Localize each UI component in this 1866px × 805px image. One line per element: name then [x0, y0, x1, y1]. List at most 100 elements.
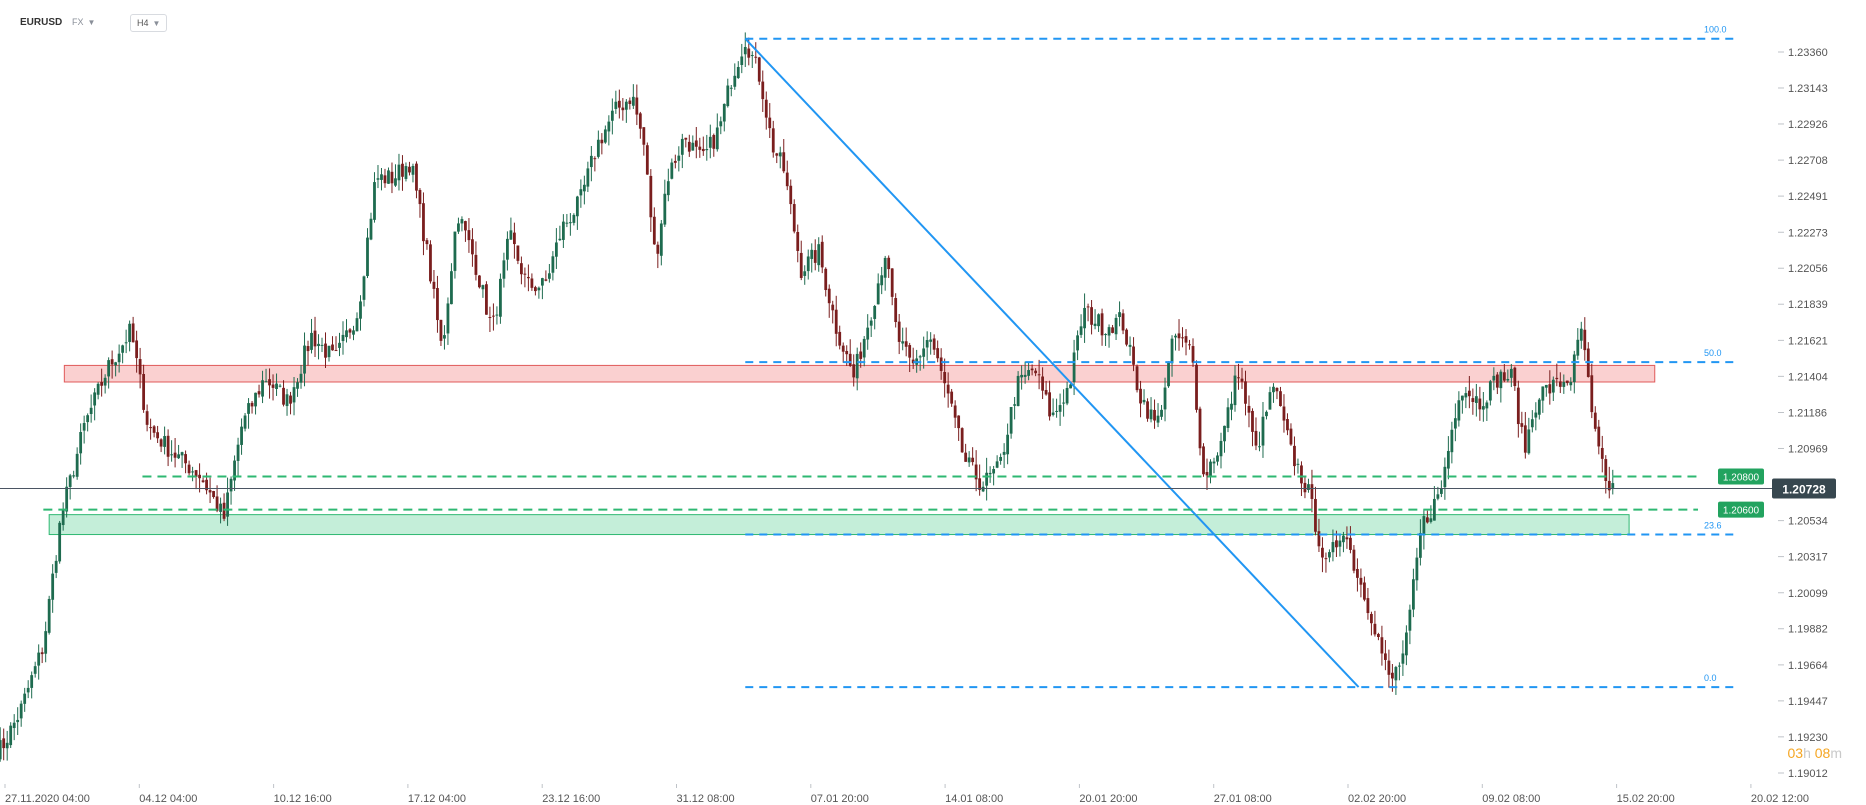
- candle-down: [1604, 459, 1608, 481]
- candle-up: [1062, 402, 1065, 404]
- candle-up: [918, 356, 922, 358]
- candle-down: [1037, 374, 1041, 376]
- candle-down: [1391, 672, 1394, 679]
- candle-down: [1520, 423, 1524, 427]
- candle-up: [855, 353, 859, 379]
- candle-down: [964, 452, 968, 462]
- candle-up: [12, 722, 16, 729]
- candle-down: [820, 241, 824, 268]
- fib-level-label: 23.6: [1704, 521, 1722, 531]
- candle-down: [932, 338, 936, 350]
- candle-up: [1016, 375, 1020, 407]
- candle-down: [544, 279, 548, 281]
- candle-down: [429, 244, 432, 282]
- candle-down: [1495, 374, 1499, 388]
- candle-up: [124, 342, 128, 344]
- candle-up: [1076, 335, 1079, 351]
- candle-down: [313, 330, 317, 347]
- candle-down: [712, 135, 716, 149]
- candle-down: [289, 395, 292, 404]
- timeframe-selector[interactable]: H4 ▼: [130, 14, 168, 32]
- candle-up: [719, 121, 723, 127]
- candle-up: [750, 55, 754, 57]
- candle-down: [152, 426, 156, 433]
- candle-down: [1478, 398, 1482, 410]
- candle-up: [985, 472, 989, 486]
- candle-down: [1349, 537, 1352, 550]
- candle-down: [439, 319, 443, 341]
- candle-down: [1345, 537, 1349, 540]
- candle-up: [1114, 317, 1118, 335]
- candle-down: [838, 331, 842, 346]
- candle-down: [268, 379, 271, 386]
- levels-layer: [0, 37, 1780, 689]
- level-tag-label: 1.20800: [1723, 473, 1760, 484]
- candle-down: [1523, 425, 1527, 453]
- zones-layer: [48, 364, 1656, 536]
- symbol-name[interactable]: EURUSD: [20, 16, 63, 28]
- fib-level-label: 0.0: [1704, 673, 1717, 683]
- candle-down: [1324, 558, 1328, 560]
- candle-up: [1226, 407, 1230, 428]
- candle-up: [876, 283, 880, 305]
- candle-up: [726, 85, 730, 107]
- y-tick-label: 1.20099: [1788, 588, 1828, 600]
- candle-down: [523, 273, 527, 275]
- candle-down: [775, 153, 779, 156]
- candle-down: [911, 359, 915, 364]
- candle-up: [1450, 429, 1454, 453]
- candle-down: [1135, 366, 1139, 391]
- candle-down: [1044, 390, 1048, 395]
- candle-up: [1265, 411, 1268, 417]
- candle-down: [673, 160, 677, 163]
- candle-down: [1041, 376, 1045, 391]
- candle-down: [324, 343, 327, 358]
- market-type[interactable]: FX ▼: [72, 14, 95, 30]
- candle-down: [474, 254, 478, 275]
- candle-up: [261, 380, 264, 397]
- candle-up: [369, 218, 373, 240]
- candle-down: [485, 284, 488, 315]
- x-tick-label: 09.02 08:00: [1482, 793, 1540, 805]
- candle-up: [58, 522, 62, 562]
- candle-up: [561, 221, 565, 240]
- candle-up: [729, 87, 733, 89]
- candle-down: [1467, 390, 1471, 397]
- candle-up: [677, 155, 681, 161]
- candle-up: [170, 454, 173, 456]
- candle-up: [278, 385, 282, 387]
- candle-up: [1453, 418, 1457, 429]
- candle-down: [1132, 346, 1135, 365]
- candle-up: [575, 196, 579, 217]
- candle-up: [345, 330, 348, 338]
- candle-down: [40, 652, 44, 655]
- candle-down: [904, 341, 908, 347]
- y-tick-label: 1.19230: [1788, 732, 1828, 744]
- candle-down: [834, 309, 838, 334]
- candle-up: [1474, 396, 1478, 403]
- candle-down: [831, 304, 835, 311]
- candle-down: [334, 350, 338, 352]
- candle-up: [79, 432, 83, 454]
- candle-down: [1153, 409, 1156, 421]
- x-tick-label: 20.01 20:00: [1079, 793, 1137, 805]
- candle-up: [1572, 354, 1576, 383]
- candle-up: [806, 256, 810, 272]
- candle-up: [1569, 381, 1573, 386]
- candle-down: [135, 340, 139, 359]
- candle-down: [390, 171, 394, 184]
- candle-up: [397, 164, 401, 181]
- candle-up: [1415, 557, 1419, 581]
- candle-up: [0, 740, 2, 760]
- candle-up: [1156, 415, 1160, 423]
- level-tag: [1718, 468, 1764, 485]
- candle-up: [1296, 463, 1300, 465]
- candle-down: [1335, 540, 1338, 548]
- candle-up: [292, 387, 296, 403]
- candle-up: [1072, 352, 1076, 383]
- candle-down: [1558, 381, 1562, 387]
- x-tick-label: 10.12 16:00: [274, 793, 332, 805]
- candle-up: [61, 509, 65, 526]
- candle-down: [635, 97, 639, 115]
- candle-down: [1184, 336, 1188, 343]
